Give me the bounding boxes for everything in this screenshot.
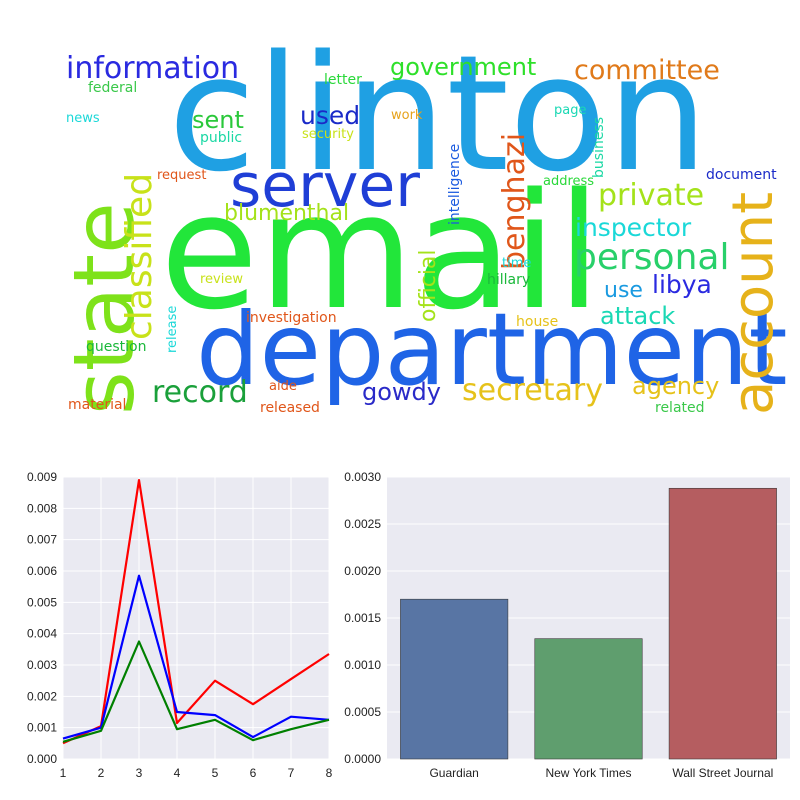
word-material: material [68,397,127,413]
word-news: news [66,111,100,126]
line-xtick-label: 2 [98,766,105,780]
line-ytick-label: 0.000 [27,752,57,766]
line-series-2 [62,574,330,740]
line-xtick-label: 5 [212,766,219,780]
word-request: request [157,168,207,183]
line-xtick-label: 4 [174,766,181,780]
word-benghazi: benghazi [497,132,532,270]
word-attack: attack [600,302,676,330]
word-classified: classified [119,172,160,340]
line-plot-background [63,477,329,759]
line-ytick-label: 0.009 [27,470,57,484]
word-email: email [160,158,602,345]
word-blumenthal: blumenthal [224,201,350,226]
word-intelligence: intelligence [447,143,463,225]
word-agency: agency [632,372,720,400]
word-letter: letter [324,72,362,88]
line-ytick-label: 0.001 [27,721,57,735]
word-related: related [655,400,705,416]
line-ytick-label: 0.007 [27,533,57,547]
word-time: time [502,256,532,271]
word-aide: aide [269,379,297,394]
word-information: information [66,51,240,86]
word-private: private [598,178,705,213]
word-personal: personal [574,237,730,278]
bar-category-label: New York Times [545,766,631,780]
bar-chart: 0.0000 0.0005 0.0010 0.0015 0.0020 0.0025 0.00… [344,470,790,780]
bar-3 [668,487,777,760]
word-inspector: inspector [575,213,692,242]
word-business: business [591,116,607,178]
word-government: government [390,53,537,81]
line-xtick-label: 8 [326,766,333,780]
word-used: used [300,101,361,130]
word-security: security [302,127,354,142]
line-ytick-label: 0.003 [27,658,57,672]
word-page: page [554,103,587,118]
line-ytick-label: 0.008 [27,501,57,515]
line-xtick-label: 7 [288,766,295,780]
bar-1 [400,598,509,760]
word-account: account [721,191,786,415]
line-xtick-label: 1 [60,766,67,780]
word-review: review [200,272,243,287]
word-department: department [196,291,788,408]
word-question: question [86,339,147,355]
word-use: use [604,278,643,303]
bar-ytick-label: 0.0030 [344,470,381,484]
word-hillary: hillary [487,272,531,288]
word-committee: committee [574,55,720,86]
word-released: released [260,400,320,416]
bar-ytick-label: 0.0015 [344,611,381,625]
bar-category-label: Guardian [429,766,478,780]
word-address: address [543,174,595,189]
word-investigation: investigation [246,310,337,326]
word-official: official [416,249,441,322]
word-gowdy: gowdy [362,378,441,406]
word-record: record [152,375,248,410]
line-series-1 [62,478,330,745]
bar-2 [534,638,643,760]
bar-ytick-label: 0.0005 [344,705,381,719]
line-xtick-label: 6 [250,766,257,780]
word-document: document [706,167,777,183]
bar-ytick-label: 0.0000 [344,752,381,766]
bar-ytick-label: 0.0010 [344,658,381,672]
word-house: house [516,314,559,330]
word-clinton: clinton [168,20,709,207]
line-series-3 [62,640,330,743]
line-chart: 0.000 0.001 0.002 0.003 0.004 0.005 0.006 0.007… [27,470,333,780]
word-cloud: clinton email state department server ac… [55,20,788,416]
word-work: work [391,108,423,123]
word-release: release [165,305,180,353]
line-ytick-label: 0.004 [27,627,57,641]
word-secretary: secretary [462,373,603,408]
word-server: server [230,151,420,221]
line-ytick-label: 0.006 [27,564,57,578]
line-xtick-label: 3 [136,766,143,780]
bar-category-label: Wall Street Journal [672,766,773,780]
bar-ytick-label: 0.0020 [344,564,381,578]
line-ytick-label: 0.002 [27,689,57,703]
bar-ytick-label: 0.0025 [344,517,381,531]
word-libya: libya [652,270,712,299]
word-sent: sent [192,106,244,134]
line-ytick-label: 0.005 [27,595,57,609]
word-public: public [200,130,243,146]
word-federal: federal [88,80,138,96]
